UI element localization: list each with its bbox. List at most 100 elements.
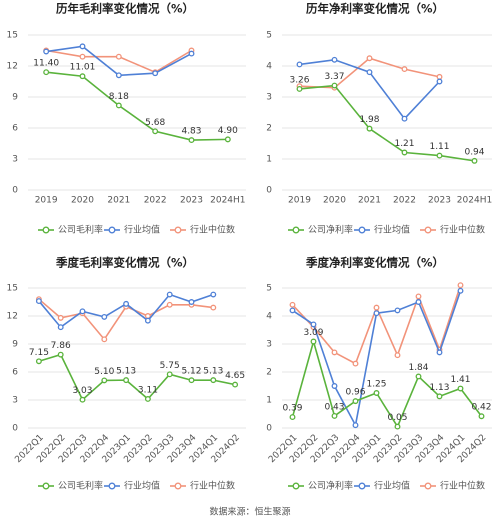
series-line — [299, 84, 475, 162]
data-point — [296, 61, 303, 68]
y-tick-label: 2 — [266, 124, 272, 134]
y-tick-label: 15 — [7, 284, 18, 294]
data-point — [415, 293, 422, 300]
data-point — [188, 50, 195, 57]
data-point — [478, 413, 485, 420]
data-point — [394, 423, 401, 430]
data-label: 1.13 — [429, 383, 449, 393]
data-point — [57, 351, 64, 358]
source-note: 数据来源：恒生聚源 — [209, 506, 290, 518]
series-line — [46, 45, 192, 77]
data-label: 4.90 — [218, 126, 238, 136]
legend-label: 公司净利率 — [308, 480, 353, 492]
legend-label: 公司净利率 — [308, 224, 353, 236]
data-label: 1.84 — [408, 363, 428, 373]
data-point — [366, 69, 373, 76]
data-label: 0.05 — [387, 413, 407, 423]
data-point — [436, 73, 443, 80]
y-tick-label: 15 — [7, 31, 18, 41]
data-point — [436, 349, 443, 356]
data-point — [352, 422, 359, 429]
data-label: 7.15 — [29, 348, 49, 358]
data-point — [401, 66, 408, 73]
data-point — [436, 152, 443, 159]
x-tick-label: 2024H1 — [210, 196, 245, 206]
data-point — [310, 321, 317, 328]
data-label: 0.42 — [471, 403, 491, 413]
chart-title: 历年净利率变化情况（%） — [306, 2, 444, 16]
data-label: 1.11 — [429, 142, 449, 152]
x-tick-label: 2022 — [393, 196, 416, 206]
data-label: 1.21 — [394, 139, 414, 149]
data-point — [457, 385, 464, 392]
y-tick-label: 5 — [266, 31, 272, 41]
legend-label: 行业中位数 — [440, 224, 485, 236]
y-tick-label: 5 — [266, 284, 272, 294]
legend-label: 行业均值 — [124, 480, 160, 492]
data-point — [152, 70, 159, 77]
data-point — [366, 55, 373, 62]
data-label: 11.40 — [33, 59, 59, 69]
data-label: 0.39 — [282, 404, 302, 414]
series-line — [46, 71, 228, 141]
data-point — [401, 115, 408, 122]
data-point — [352, 360, 359, 367]
data-point — [436, 78, 443, 85]
legend-marker — [42, 226, 50, 234]
legend-marker — [108, 226, 116, 234]
data-point — [394, 352, 401, 359]
y-tick-label: 3 — [266, 340, 272, 350]
series-line — [291, 338, 483, 429]
data-point — [43, 69, 50, 76]
legend-marker — [424, 482, 432, 490]
data-point — [331, 383, 338, 389]
data-label: 3.37 — [324, 72, 344, 82]
y-tick-label: 6 — [12, 368, 18, 378]
series-line — [291, 284, 462, 365]
data-point — [436, 393, 443, 400]
legend-label: 行业中位数 — [190, 480, 235, 492]
data-point — [101, 336, 108, 343]
x-tick-label: 2019 — [288, 196, 311, 206]
data-label: 3.11 — [138, 385, 158, 395]
data-label: 5.68 — [145, 118, 165, 128]
legend-marker — [42, 482, 50, 490]
x-tick-label: 2023 — [428, 196, 451, 206]
data-label: 1.98 — [359, 115, 379, 125]
data-point — [123, 300, 130, 307]
data-label: 5.75 — [160, 361, 180, 371]
data-point — [232, 381, 239, 388]
data-label: 5.12 — [181, 367, 201, 377]
y-tick-label: 3 — [12, 155, 18, 165]
x-tick-label: 2021 — [107, 196, 130, 206]
chart-title: 季度净利率变化情况（%） — [305, 256, 444, 270]
data-point — [188, 299, 195, 305]
data-point — [401, 149, 408, 156]
data-label: 4.83 — [181, 127, 201, 137]
data-point — [188, 137, 195, 144]
data-point — [224, 136, 231, 143]
y-tick-label: 12 — [7, 62, 18, 72]
data-point — [415, 373, 422, 380]
data-point — [35, 298, 42, 305]
x-tick-label: 2020 — [71, 196, 94, 206]
data-point — [79, 53, 86, 60]
data-point — [210, 304, 217, 311]
x-tick-label: 2019 — [35, 196, 58, 206]
data-point — [79, 396, 86, 403]
data-label: 5.10 — [94, 367, 114, 377]
legend-marker — [174, 226, 182, 234]
data-label: 0.96 — [345, 388, 365, 398]
data-point — [457, 282, 464, 289]
data-label: 3.03 — [72, 386, 92, 396]
legend-marker — [292, 482, 300, 490]
data-point — [394, 307, 401, 314]
data-point — [457, 287, 464, 294]
data-point — [331, 349, 338, 356]
series-line — [38, 353, 236, 402]
data-point — [310, 338, 317, 345]
data-point — [289, 414, 296, 421]
x-tick-label: 2022 — [144, 196, 167, 206]
data-point — [43, 48, 50, 55]
